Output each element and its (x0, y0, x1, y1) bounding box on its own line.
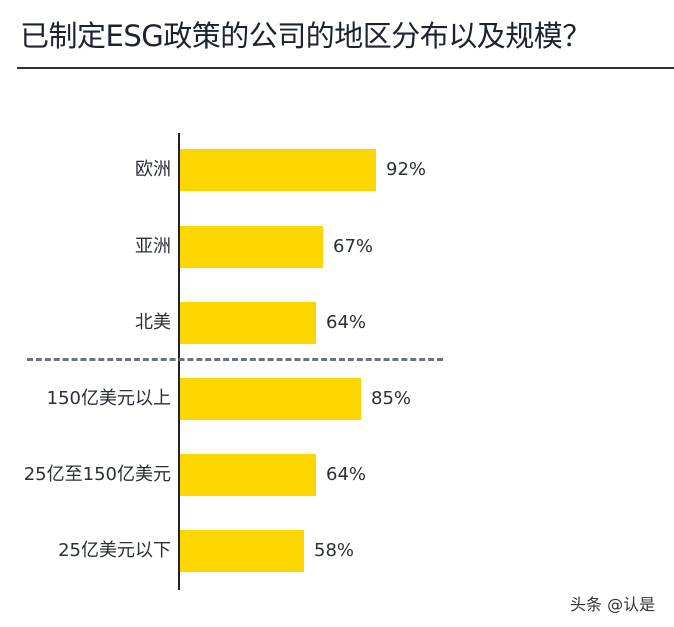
bar-row: 150亿美元以上 85% (0, 378, 674, 420)
group-divider (27, 358, 443, 361)
value-label: 67% (333, 236, 374, 257)
value-label: 64% (326, 464, 367, 485)
title-underline (17, 67, 674, 69)
value-label: 85% (371, 388, 412, 409)
bar (180, 530, 304, 572)
bar (180, 149, 376, 191)
bar (180, 454, 316, 496)
bar (180, 226, 323, 268)
watermark: 头条 @认是 (570, 595, 656, 614)
bar-row: 亚洲 67% (0, 226, 674, 268)
value-label: 92% (386, 159, 427, 180)
y-axis-line (178, 133, 180, 590)
bar-row: 25亿至150亿美元 64% (0, 454, 674, 496)
category-label: 150亿美元以上 (46, 388, 171, 409)
bar-row: 25亿美元以下 58% (0, 530, 674, 572)
chart-title: 已制定ESG政策的公司的地区分布以及规模？ (20, 19, 591, 53)
category-label: 25亿至150亿美元 (23, 464, 171, 485)
category-label: 亚洲 (135, 236, 171, 257)
value-label: 58% (314, 540, 355, 561)
bar (180, 378, 361, 420)
category-label: 北美 (135, 312, 171, 333)
bar-row: 欧洲 92% (0, 149, 674, 191)
bar-row: 北美 64% (0, 302, 674, 344)
bar (180, 302, 316, 344)
value-label: 64% (326, 312, 367, 333)
category-label: 欧洲 (135, 159, 171, 180)
category-label: 25亿美元以下 (58, 540, 171, 561)
